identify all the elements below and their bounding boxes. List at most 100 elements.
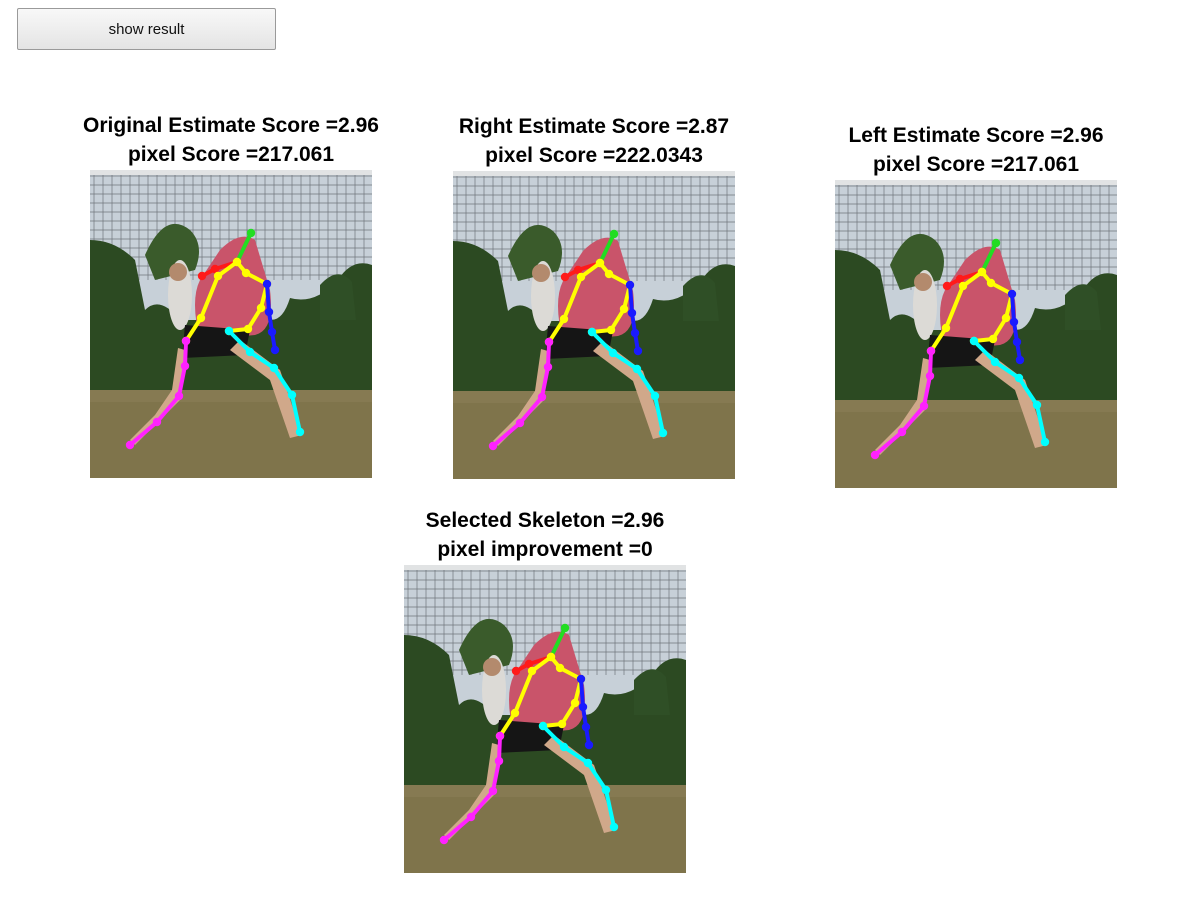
panel-title: Original Estimate Score =2.96 pixel Scor… <box>60 111 402 169</box>
skeleton-photo <box>835 180 1117 488</box>
joint-marker <box>196 313 206 323</box>
joint-marker <box>969 336 979 346</box>
joint-marker <box>627 308 637 318</box>
left-arm-limb <box>1010 292 1022 362</box>
joint-marker <box>295 427 305 437</box>
joint-marker <box>583 758 593 768</box>
joint-marker <box>609 822 619 832</box>
joint-marker <box>601 785 611 795</box>
player-leg <box>875 358 930 455</box>
joint-marker <box>658 428 668 438</box>
joint-marker <box>1009 317 1019 327</box>
joint-marker <box>546 652 556 662</box>
torso-limb <box>547 261 602 344</box>
joint-marker <box>494 756 504 766</box>
joint-marker <box>608 348 618 358</box>
player-leg <box>975 350 1047 448</box>
joint-marker <box>942 281 952 291</box>
joint-marker <box>197 271 207 281</box>
joint-marker <box>246 228 256 238</box>
joint-marker <box>256 303 266 313</box>
head-limb <box>235 231 253 264</box>
joint-marker <box>633 346 643 356</box>
torso-limb <box>184 260 239 343</box>
volleyball-net <box>453 171 735 281</box>
joint-marker <box>630 328 640 338</box>
joint-marker <box>515 418 525 428</box>
joint-marker <box>991 238 1001 248</box>
joint-marker <box>555 663 565 673</box>
joint-marker <box>625 280 635 290</box>
joint-marker <box>210 264 220 274</box>
tree <box>1065 284 1101 330</box>
joint-marker <box>243 324 253 334</box>
selected-score-label: Selected Skeleton =2.96 <box>425 509 665 532</box>
joint-marker <box>180 361 190 371</box>
joint-marker <box>870 450 880 460</box>
joint-marker <box>439 835 449 845</box>
joint-marker <box>584 740 594 750</box>
joint-marker <box>241 268 251 278</box>
joint-marker <box>560 272 570 282</box>
joint-marker <box>1032 400 1042 410</box>
joint-marker <box>650 391 660 401</box>
joint-marker <box>578 702 588 712</box>
joint-marker <box>488 441 498 451</box>
joint-marker <box>988 334 998 344</box>
joint-marker <box>524 659 534 669</box>
joint-marker <box>152 417 162 427</box>
player-leg <box>130 348 185 445</box>
joint-marker <box>573 265 583 275</box>
joint-marker <box>595 258 605 268</box>
player-leg <box>493 349 548 446</box>
joint-marker <box>606 325 616 335</box>
joint-marker <box>609 229 619 239</box>
joint-marker <box>264 307 274 317</box>
tree <box>683 275 719 321</box>
tree <box>320 274 356 320</box>
joint-marker <box>488 786 498 796</box>
joint-marker <box>604 269 614 279</box>
joint-marker <box>1012 337 1022 347</box>
pixel-improvement-label: pixel improvement =0 <box>437 538 653 561</box>
joint-marker <box>287 390 297 400</box>
joint-marker <box>587 327 597 337</box>
joint-marker <box>270 345 280 355</box>
background-player-head <box>914 273 932 291</box>
joint-marker <box>181 336 191 346</box>
joint-marker <box>925 371 935 381</box>
player-shirt <box>940 246 1016 350</box>
joint-marker <box>1040 437 1050 447</box>
show-result-button[interactable]: show result <box>17 8 276 50</box>
joint-marker <box>537 392 547 402</box>
joint-marker <box>174 391 184 401</box>
joint-marker <box>559 314 569 324</box>
joint-marker <box>466 812 476 822</box>
joint-marker <box>576 272 586 282</box>
player-shirt <box>558 237 634 341</box>
joint-marker <box>919 401 929 411</box>
joint-marker <box>544 337 554 347</box>
joint-marker <box>926 346 936 356</box>
joint-marker <box>262 279 272 289</box>
torso-limb <box>498 655 553 738</box>
background-player-head <box>169 263 187 281</box>
skeleton-photo <box>90 170 372 478</box>
skeleton-photo <box>453 171 735 479</box>
panel-original-estimate: Original Estimate Score =2.96 pixel Scor… <box>60 111 402 481</box>
joint-marker <box>977 267 987 277</box>
panel-title: Left Estimate Score =2.96 pixel Score =2… <box>805 121 1147 179</box>
joint-marker <box>1015 355 1025 365</box>
joint-marker <box>224 326 234 336</box>
left-arm-limb <box>265 282 277 352</box>
pixel-score-label: pixel Score =222.0343 <box>485 144 703 167</box>
panel-selected-skeleton: Selected Skeleton =2.96 pixel improvemen… <box>374 506 716 876</box>
torso-limb <box>929 270 984 353</box>
player-leg <box>544 735 616 833</box>
panel-right-estimate: Right Estimate Score =2.87 pixel Score =… <box>423 112 765 482</box>
player-shirt <box>195 236 271 340</box>
joint-marker <box>576 674 586 684</box>
skeleton-photo <box>404 565 686 873</box>
panel-title: Right Estimate Score =2.87 pixel Score =… <box>423 112 765 170</box>
joint-marker <box>495 731 505 741</box>
